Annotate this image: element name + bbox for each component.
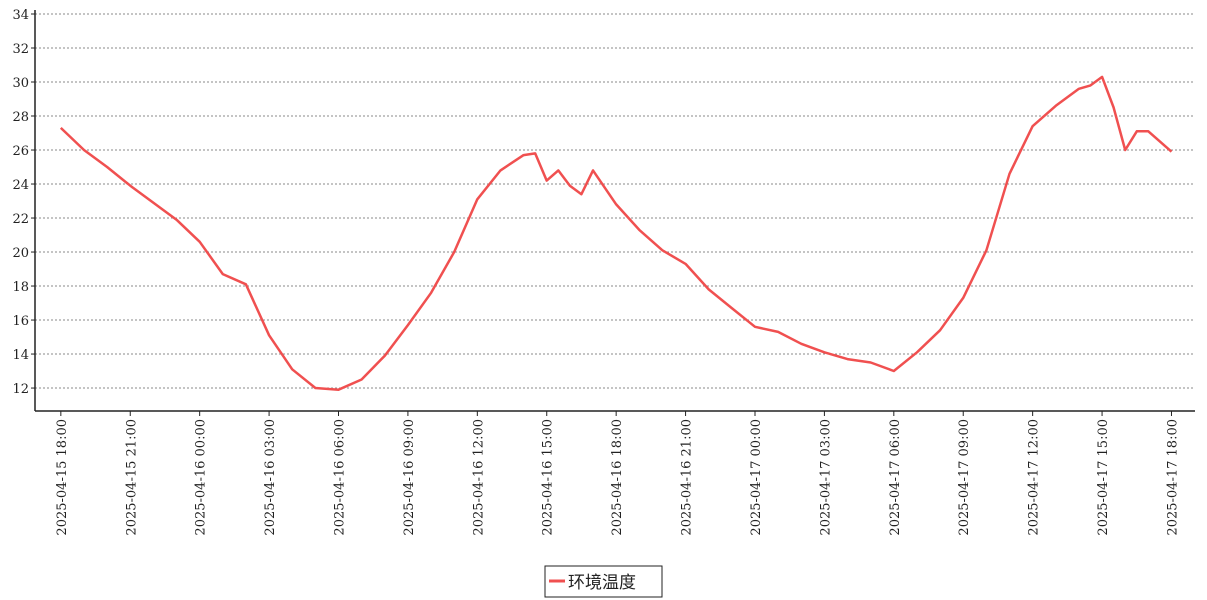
x-tick-label: 2025-04-16 09:00: [402, 419, 417, 536]
x-tick-label: 2025-04-16 03:00: [263, 419, 278, 536]
data-line: [59, 75, 1173, 391]
x-tick-label: 2025-04-16 00:00: [194, 419, 209, 536]
x-tick-label: 2025-04-17 18:00: [1165, 419, 1180, 536]
y-tick-label: 34: [12, 8, 29, 23]
x-tick-label: 2025-04-16 06:00: [332, 419, 347, 536]
x-tick-label: 2025-04-16 21:00: [680, 419, 695, 536]
y-tick-label: 26: [12, 144, 29, 159]
y-tick-label: 24: [12, 178, 29, 193]
legend-label: 环境温度: [568, 573, 636, 593]
y-tick-label: 14: [12, 348, 29, 363]
x-tick-label: 2025-04-15 21:00: [124, 419, 139, 536]
y-tick-label: 28: [12, 110, 29, 125]
x-tick-label: 2025-04-16 15:00: [541, 419, 556, 536]
y-tick-label: 22: [12, 212, 29, 227]
x-tick-label: 2025-04-17 06:00: [888, 419, 903, 536]
y-tick-label: 32: [12, 42, 29, 57]
y-tick-label: 20: [12, 246, 29, 261]
x-tick-label: 2025-04-17 03:00: [818, 419, 833, 536]
x-tick-label: 2025-04-17 12:00: [1027, 419, 1042, 536]
x-tick-label: 2025-04-17 00:00: [749, 419, 764, 536]
y-tick-label: 18: [12, 280, 29, 295]
x-tick-label: 2025-04-16 12:00: [471, 419, 486, 536]
x-tick-label: 2025-04-17 15:00: [1096, 419, 1111, 536]
x-tick-label: 2025-04-16 18:00: [610, 419, 625, 536]
x-tick-label: 2025-04-15 18:00: [55, 419, 70, 536]
y-tick-label: 30: [12, 76, 29, 91]
y-tick-label: 16: [12, 314, 29, 329]
y-tick-label: 12: [12, 382, 29, 397]
x-tick-label: 2025-04-17 09:00: [957, 419, 972, 536]
